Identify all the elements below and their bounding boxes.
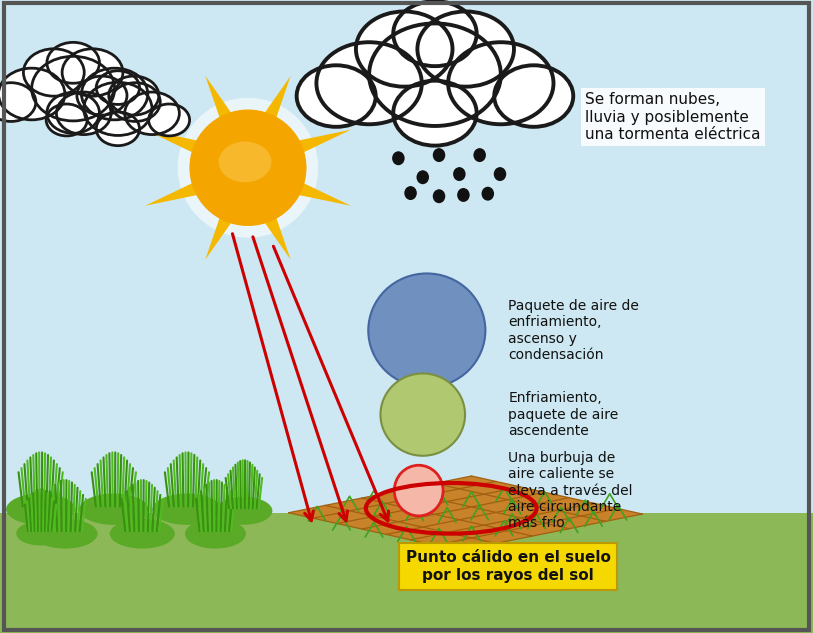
Ellipse shape bbox=[457, 188, 470, 202]
Circle shape bbox=[316, 42, 422, 124]
Polygon shape bbox=[496, 167, 504, 174]
Ellipse shape bbox=[493, 167, 506, 181]
Ellipse shape bbox=[394, 465, 443, 516]
Polygon shape bbox=[260, 210, 290, 260]
Ellipse shape bbox=[215, 497, 272, 525]
Bar bbox=[0, 513, 813, 633]
Polygon shape bbox=[290, 130, 351, 156]
Ellipse shape bbox=[368, 273, 485, 387]
Circle shape bbox=[96, 71, 140, 104]
Ellipse shape bbox=[185, 519, 246, 549]
Ellipse shape bbox=[16, 521, 65, 546]
Circle shape bbox=[0, 83, 36, 122]
Ellipse shape bbox=[392, 151, 405, 165]
Circle shape bbox=[47, 42, 99, 84]
Polygon shape bbox=[455, 167, 463, 174]
Text: Enfriamiento,
paquete de aire
ascendente: Enfriamiento, paquete de aire ascendente bbox=[508, 391, 619, 438]
Polygon shape bbox=[145, 180, 206, 206]
Circle shape bbox=[111, 83, 160, 122]
Polygon shape bbox=[290, 180, 351, 206]
Polygon shape bbox=[145, 130, 206, 156]
Polygon shape bbox=[459, 188, 467, 195]
Circle shape bbox=[356, 11, 453, 87]
Ellipse shape bbox=[33, 519, 98, 549]
Circle shape bbox=[149, 104, 189, 136]
Polygon shape bbox=[419, 170, 427, 177]
Circle shape bbox=[77, 76, 127, 115]
Ellipse shape bbox=[189, 110, 307, 226]
Circle shape bbox=[47, 92, 99, 134]
Circle shape bbox=[56, 92, 111, 135]
Circle shape bbox=[124, 92, 180, 135]
Circle shape bbox=[32, 56, 115, 121]
Polygon shape bbox=[260, 76, 290, 125]
Ellipse shape bbox=[110, 519, 175, 549]
Polygon shape bbox=[289, 476, 642, 551]
Circle shape bbox=[81, 68, 148, 120]
Ellipse shape bbox=[6, 494, 75, 525]
Circle shape bbox=[417, 11, 514, 87]
Polygon shape bbox=[476, 148, 484, 155]
Ellipse shape bbox=[404, 186, 417, 200]
Circle shape bbox=[96, 112, 140, 146]
Ellipse shape bbox=[433, 189, 446, 203]
Polygon shape bbox=[206, 76, 236, 125]
Circle shape bbox=[369, 23, 501, 126]
Circle shape bbox=[109, 76, 159, 115]
Circle shape bbox=[494, 65, 573, 127]
Ellipse shape bbox=[380, 373, 465, 456]
Ellipse shape bbox=[416, 170, 429, 184]
Text: Paquete de aire de
enfriamiento,
ascenso y
condensación: Paquete de aire de enfriamiento, ascenso… bbox=[508, 299, 639, 361]
Circle shape bbox=[393, 1, 476, 66]
Polygon shape bbox=[406, 186, 415, 193]
Circle shape bbox=[84, 82, 152, 135]
Polygon shape bbox=[435, 148, 443, 155]
Circle shape bbox=[393, 80, 476, 146]
Ellipse shape bbox=[473, 148, 486, 162]
Ellipse shape bbox=[80, 494, 149, 525]
Polygon shape bbox=[394, 151, 402, 158]
Bar bbox=[0, 0, 813, 522]
Ellipse shape bbox=[453, 167, 466, 181]
Ellipse shape bbox=[433, 148, 446, 162]
Circle shape bbox=[24, 49, 85, 96]
Polygon shape bbox=[435, 189, 443, 196]
Text: Una burbuja de
aire caliente se
eleva a través del
aire circundante
más frío: Una burbuja de aire caliente se eleva a … bbox=[508, 451, 633, 530]
Circle shape bbox=[448, 42, 554, 124]
Ellipse shape bbox=[178, 98, 318, 237]
Ellipse shape bbox=[219, 142, 272, 182]
Text: Punto cálido en el suelo
por los rayos del sol: Punto cálido en el suelo por los rayos d… bbox=[406, 550, 611, 583]
Text: Se forman nubes,
lluvia y posiblemente
una tormenta eléctrica: Se forman nubes, lluvia y posiblemente u… bbox=[585, 92, 761, 142]
Ellipse shape bbox=[153, 494, 221, 525]
Circle shape bbox=[297, 65, 376, 127]
Circle shape bbox=[62, 49, 123, 96]
Ellipse shape bbox=[481, 187, 494, 201]
Polygon shape bbox=[206, 210, 236, 260]
Circle shape bbox=[0, 68, 65, 120]
Polygon shape bbox=[484, 187, 492, 194]
Circle shape bbox=[46, 104, 87, 136]
